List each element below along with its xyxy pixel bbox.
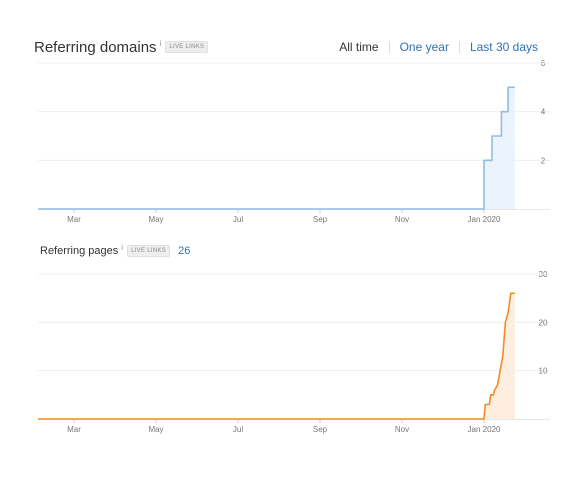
pages-x-tick-label: Jul xyxy=(233,425,243,434)
domains-x-tick-label: Jul xyxy=(233,215,243,224)
pages-count[interactable]: 26 xyxy=(178,245,191,257)
pages-x-tick-label: May xyxy=(148,425,163,434)
info-icon[interactable]: i xyxy=(159,38,162,48)
domains-x-tick-label: May xyxy=(148,215,163,224)
pages-title: Referring pages xyxy=(40,245,119,257)
info-icon[interactable]: i xyxy=(121,242,124,252)
pages-x-tick-label: Jan 2020 xyxy=(468,425,501,434)
live-links-badge: LIVE LINKS xyxy=(165,41,209,53)
live-links-badge: LIVE LINKS xyxy=(127,245,171,257)
range-all-time[interactable]: All time xyxy=(339,40,379,54)
domains-series-area xyxy=(38,87,515,209)
domains-title: Referring domains xyxy=(34,38,157,56)
pages-x-tick-label: Nov xyxy=(395,425,409,434)
domains-y-tick-label: 4 xyxy=(541,108,546,117)
domains-header: Referring domains i LIVE LINKS xyxy=(34,38,209,56)
pages-x-tick-label: Mar xyxy=(67,425,81,434)
domains-series-line xyxy=(38,86,515,210)
pages-series-area xyxy=(38,293,515,419)
pages-y-tick-label: 20 xyxy=(539,318,548,327)
range-divider xyxy=(458,41,460,53)
domains-x-tick-label: Sep xyxy=(313,215,328,224)
domains-y-tick-label: 2 xyxy=(541,156,546,165)
range-last-30-days[interactable]: Last 30 days xyxy=(469,40,538,54)
range-selector: All time One year Last 30 days xyxy=(339,40,538,54)
domains-x-tick-label: Nov xyxy=(395,215,409,224)
pages-header: Referring pages i LIVE LINKS 26 xyxy=(40,242,191,258)
pages-series-line xyxy=(38,292,515,420)
range-divider xyxy=(388,41,390,53)
domains-x-tick-label: Mar xyxy=(67,215,81,224)
range-one-year[interactable]: One year xyxy=(399,40,449,54)
pages-x-tick-label: Sep xyxy=(313,425,328,434)
domains-x-tick-label: Jan 2020 xyxy=(468,215,501,224)
pages-y-tick-label: 10 xyxy=(539,367,548,376)
